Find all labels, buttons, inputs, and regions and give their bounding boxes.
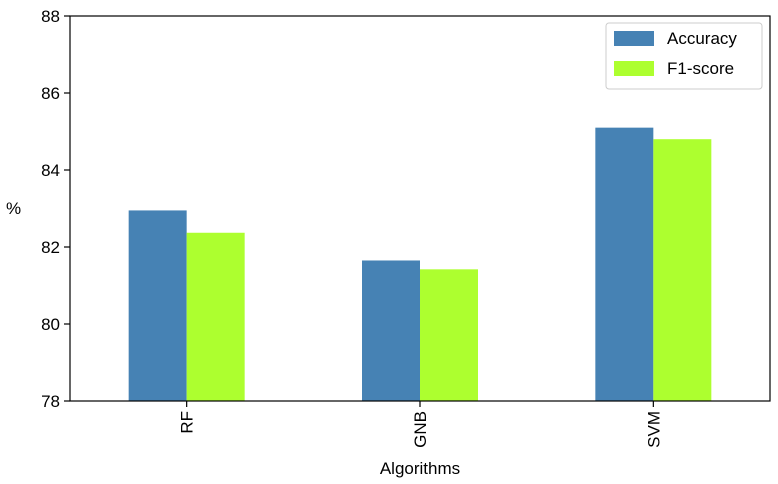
legend-swatch-accuracy (614, 31, 654, 46)
bar-accuracy-svm (595, 127, 654, 402)
y-axis-label: % (6, 199, 21, 218)
y-tick-label: 86 (41, 84, 60, 103)
legend-swatch-f1-score (614, 61, 654, 76)
y-tick-label: 88 (41, 7, 60, 26)
bar-accuracy-gnb (362, 260, 420, 401)
y-tick-label: 80 (41, 315, 60, 334)
bar-f1-score-gnb (420, 269, 478, 401)
y-tick-label: 78 (41, 392, 60, 411)
y-axis: 78 80 82 84 86 88 (41, 7, 70, 411)
bar-accuracy-rf (128, 210, 187, 401)
y-tick-label: 82 (41, 238, 60, 257)
y-tick-label: 84 (41, 161, 60, 180)
x-tick-label: SVM (644, 411, 663, 448)
bar-f1-score-rf (186, 232, 245, 401)
plot-frame (69, 15, 771, 402)
bar-f1-score-svm (653, 139, 712, 401)
legend: Accuracy F1-score (605, 22, 763, 90)
x-axis: RF GNB SVM (178, 401, 663, 448)
legend-label-accuracy: Accuracy (667, 29, 737, 48)
legend-label-f1-score: F1-score (667, 59, 734, 78)
x-tick-label: RF (178, 411, 197, 434)
x-axis-label: Algorithms (380, 459, 460, 478)
x-tick-label: GNB (411, 411, 430, 448)
bars-group (128, 127, 712, 402)
